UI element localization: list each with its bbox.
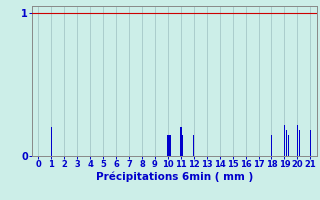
Bar (51, 127, 52, 156)
Bar (169, 135, 171, 156)
Bar (288, 135, 289, 156)
Bar (180, 127, 181, 156)
Bar (167, 135, 169, 156)
Bar (299, 130, 300, 156)
Bar (182, 135, 183, 156)
Bar (310, 130, 311, 156)
X-axis label: Précipitations 6min ( mm ): Précipitations 6min ( mm ) (96, 172, 253, 182)
Bar (193, 135, 195, 156)
Bar (297, 125, 298, 156)
Bar (271, 135, 272, 156)
Bar (284, 125, 285, 156)
Bar (286, 130, 287, 156)
